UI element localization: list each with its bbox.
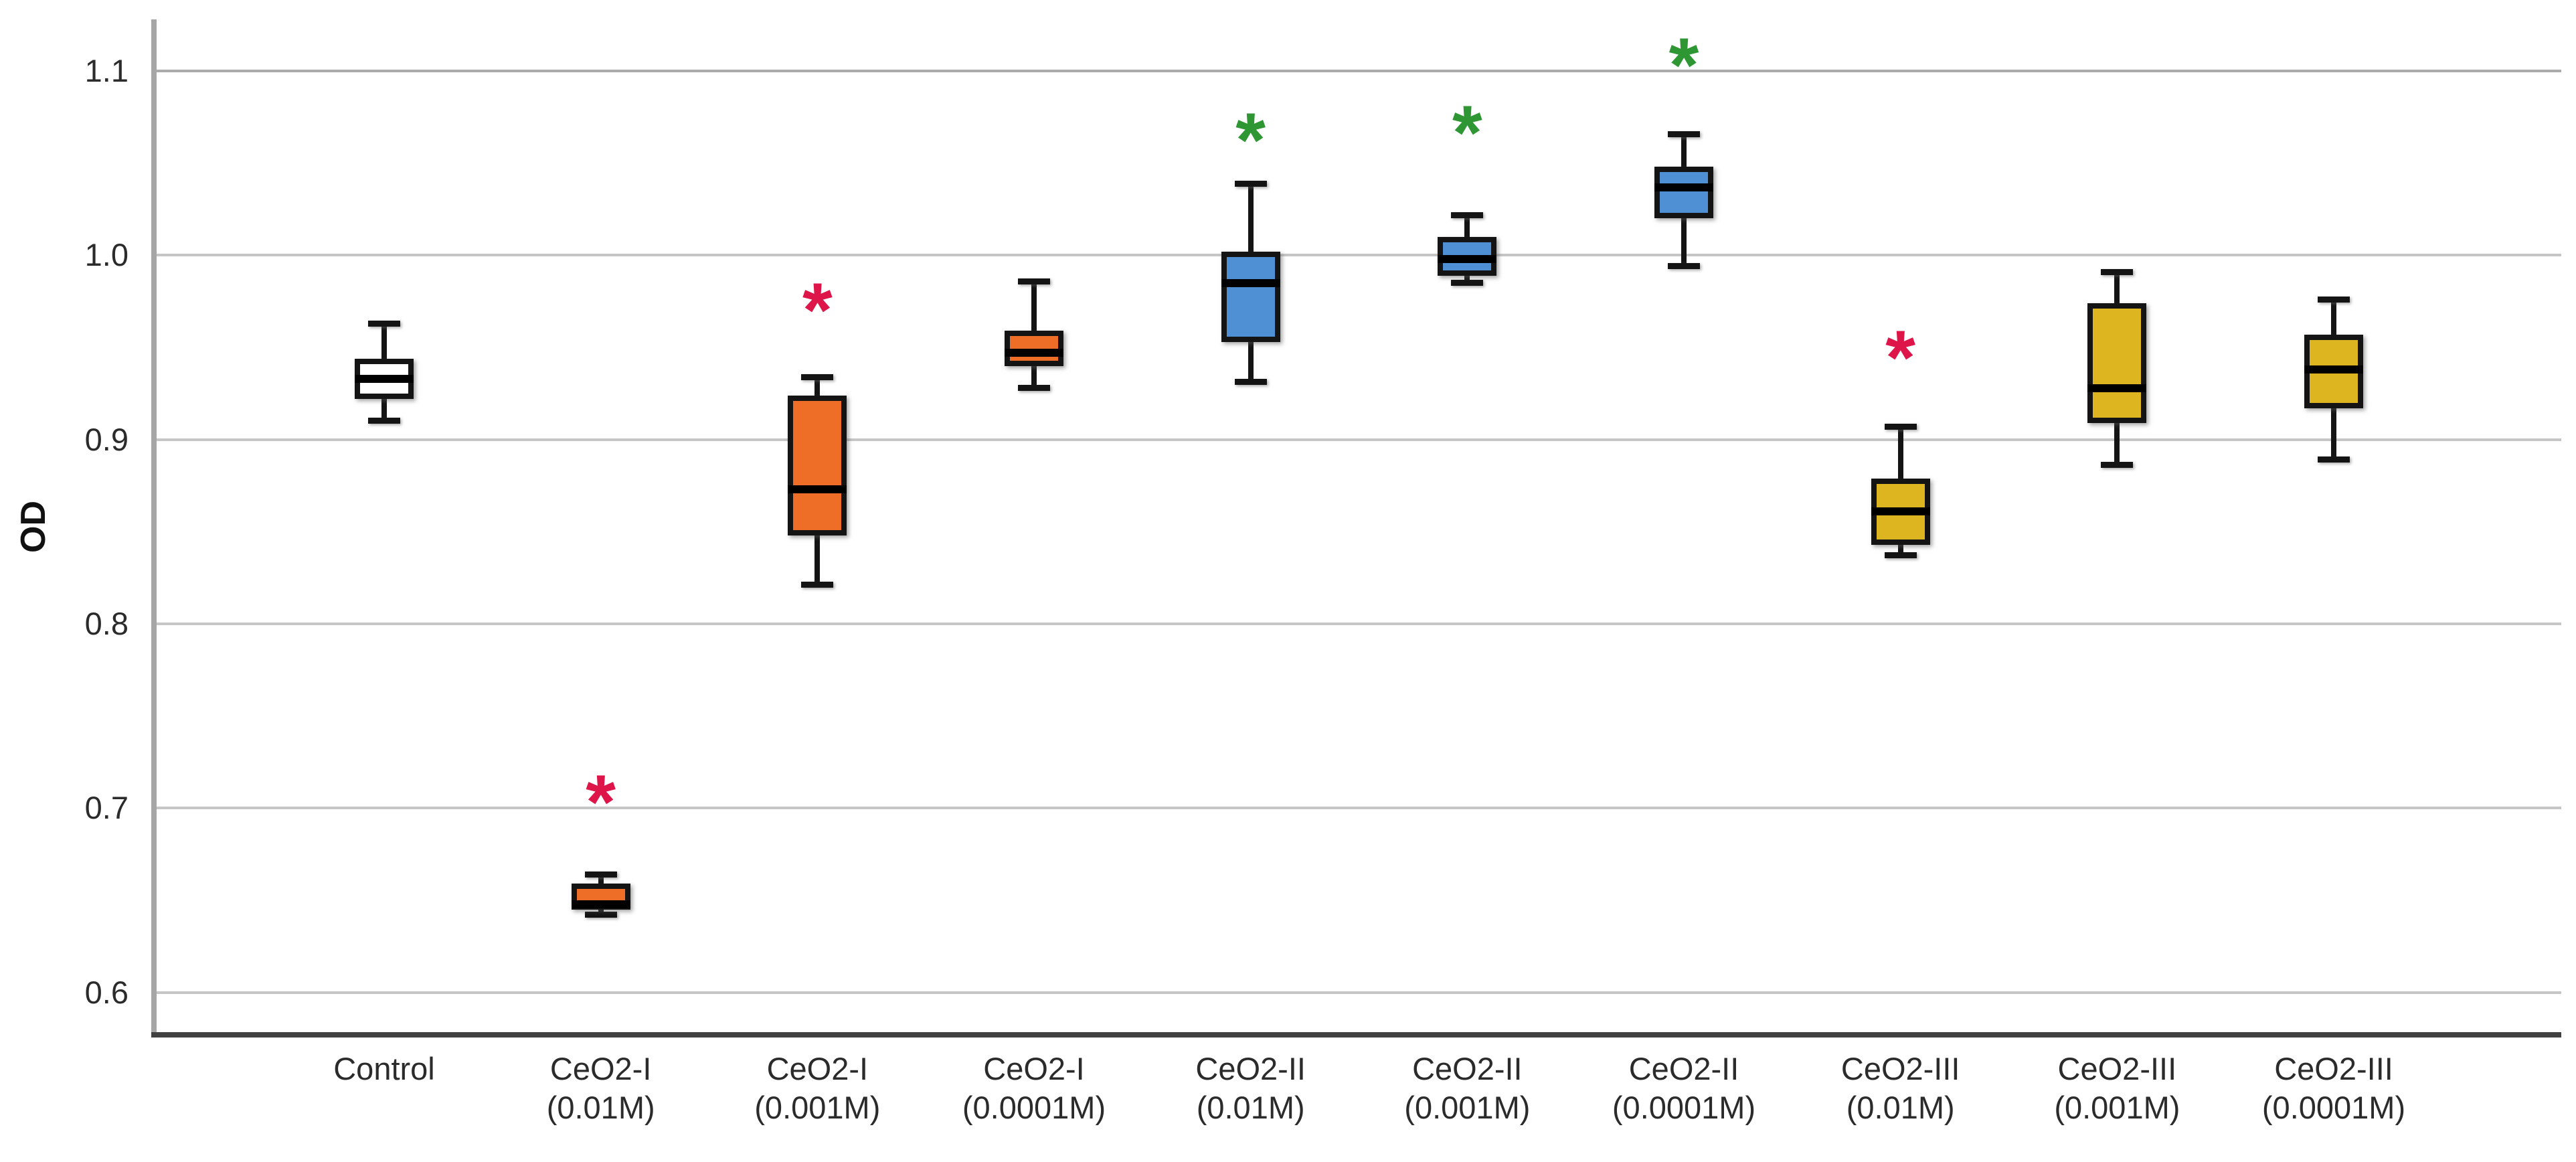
gridline-y-1.1	[154, 70, 2561, 73]
median-line-ceo2-i-0-01m	[571, 900, 630, 908]
median-line-ceo2-ii-0-01m	[1221, 278, 1280, 287]
median-line-ceo2-ii-0-0001m	[1654, 183, 1714, 191]
gridline-y-0.6	[154, 991, 2561, 994]
x-category-label-line2: (0.0001M)	[962, 1090, 1106, 1125]
x-category-label-line1: Control	[333, 1051, 435, 1086]
whisker-cap-top-ceo2-ii-0-01m	[1234, 181, 1267, 187]
x-category-label-line2: (0.001M)	[1404, 1090, 1531, 1125]
y-tick-label: 1.0	[84, 237, 128, 273]
y-tick-label: 0.8	[84, 606, 128, 642]
x-category-label-ceo2-i-0-0001m: CeO2-I (0.0001M)	[924, 1050, 1144, 1127]
whisker-cap-bottom-ceo2-i-0-01m	[584, 912, 617, 918]
whisker-cap-top-ceo2-iii-0-0001m	[2318, 297, 2350, 303]
gridline-y-0.8	[154, 622, 2561, 626]
significance-asterisk-ceo2-i-0-01m: *	[586, 759, 616, 845]
whisker-cap-bottom-ceo2-i-0-0001m	[1018, 384, 1050, 391]
whisker-cap-bottom-control	[368, 418, 400, 424]
median-line-ceo2-iii-0-0001m	[2304, 365, 2364, 374]
whisker-cap-top-control	[368, 321, 400, 327]
significance-asterisk-ceo2-ii-0-0001m: *	[1668, 22, 1699, 108]
box-ceo2-ii-0-0001m	[1654, 167, 1714, 219]
box-ceo2-i-0-0001m	[1005, 331, 1063, 366]
x-category-label-line1: CeO2-III	[2274, 1051, 2393, 1086]
whisker-cap-bottom-ceo2-iii-0-01m	[1884, 552, 1917, 559]
x-category-label-ceo2-iii-0-01m: CeO2-III (0.01M)	[1790, 1050, 2011, 1127]
x-category-label-ceo2-iii-0-0001m: CeO2-III (0.0001M)	[2223, 1050, 2444, 1127]
whisker-cap-top-ceo2-ii-0-001m	[1451, 212, 1484, 218]
whisker-cap-top-ceo2-ii-0-0001m	[1668, 131, 1701, 137]
x-category-label-line2: (0.0001M)	[1612, 1090, 1756, 1125]
whisker-cap-top-ceo2-iii-0-01m	[1884, 424, 1917, 430]
significance-asterisk-ceo2-ii-0-01m: *	[1235, 98, 1266, 184]
x-category-label-line1: CeO2-II	[1195, 1051, 1306, 1086]
median-line-ceo2-ii-0-001m	[1438, 254, 1497, 263]
median-line-ceo2-i-0-001m	[788, 485, 847, 494]
x-category-label-ceo2-ii-0-001m: CeO2-II (0.001M)	[1357, 1050, 1577, 1127]
x-category-label-ceo2-i-0-01m: CeO2-I (0.01M)	[491, 1050, 711, 1127]
median-line-ceo2-iii-0-001m	[2087, 384, 2147, 392]
y-axis-line	[151, 19, 157, 1038]
significance-asterisk-ceo2-ii-0-001m: *	[1452, 90, 1482, 177]
whisker-cap-bottom-ceo2-ii-0-0001m	[1668, 262, 1701, 269]
x-category-label-ceo2-iii-0-001m: CeO2-III (0.001M)	[2006, 1050, 2227, 1127]
median-line-ceo2-iii-0-01m	[1871, 507, 1930, 516]
y-tick-label: 0.7	[84, 790, 128, 826]
x-category-label-line2: (0.0001M)	[2261, 1090, 2406, 1125]
whisker-cap-bottom-ceo2-iii-0-0001m	[2318, 456, 2350, 463]
x-axis-line	[151, 1032, 2561, 1038]
box-ceo2-ii-0-01m	[1221, 251, 1280, 342]
x-category-label-line1: CeO2-III	[2057, 1051, 2177, 1086]
y-tick-label: 0.9	[84, 421, 128, 457]
x-category-label-line1: CeO2-I	[549, 1051, 652, 1086]
gridline-y-0.7	[154, 807, 2561, 810]
whisker-cap-bottom-ceo2-ii-0-01m	[1234, 379, 1267, 386]
whisker-cap-bottom-ceo2-ii-0-001m	[1451, 279, 1484, 286]
x-category-label-line2: (0.001M)	[754, 1090, 881, 1125]
median-line-ceo2-i-0-0001m	[1005, 349, 1063, 357]
gridline-y-0.9	[154, 438, 2561, 441]
whisker-cap-bottom-ceo2-iii-0-001m	[2101, 462, 2134, 469]
x-category-label-ceo2-i-0-001m: CeO2-I (0.001M)	[707, 1050, 928, 1127]
x-category-label-control: Control	[274, 1050, 495, 1088]
whisker-cap-top-ceo2-i-0-0001m	[1018, 278, 1050, 284]
x-category-label-ceo2-ii-0-0001m: CeO2-II (0.0001M)	[1573, 1050, 1794, 1127]
median-line-control	[355, 374, 414, 383]
x-category-label-line2: (0.01M)	[546, 1090, 655, 1125]
box-ceo2-i-0-001m	[788, 395, 847, 535]
x-category-label-line1: CeO2-II	[1628, 1051, 1739, 1086]
whisker-cap-bottom-ceo2-i-0-001m	[801, 582, 834, 588]
x-category-label-line1: CeO2-I	[983, 1051, 1085, 1086]
y-axis-title: OD	[14, 501, 53, 553]
gridline-y-1.0	[154, 254, 2561, 257]
x-category-label-line1: CeO2-III	[1840, 1051, 1960, 1086]
x-category-label-line2: (0.01M)	[1196, 1090, 1305, 1125]
y-tick-label: 0.6	[84, 974, 128, 1010]
x-category-label-ceo2-ii-0-01m: CeO2-II (0.01M)	[1140, 1050, 1361, 1127]
whisker-cap-top-ceo2-iii-0-001m	[2101, 269, 2134, 276]
whisker-cap-top-ceo2-i-0-001m	[801, 374, 834, 381]
x-category-label-line1: CeO2-I	[766, 1051, 869, 1086]
x-category-label-line2: (0.01M)	[1846, 1090, 1955, 1125]
significance-asterisk-ceo2-iii-0-01m: *	[1885, 315, 1916, 402]
x-category-label-line1: CeO2-II	[1412, 1051, 1523, 1086]
box-ceo2-iii-0-001m	[2087, 303, 2147, 423]
y-tick-label: 1.1	[84, 53, 128, 89]
whisker-cap-top-ceo2-i-0-01m	[584, 872, 617, 878]
x-category-label-line2: (0.001M)	[2054, 1090, 2180, 1125]
significance-asterisk-ceo2-i-0-001m: *	[802, 267, 833, 353]
